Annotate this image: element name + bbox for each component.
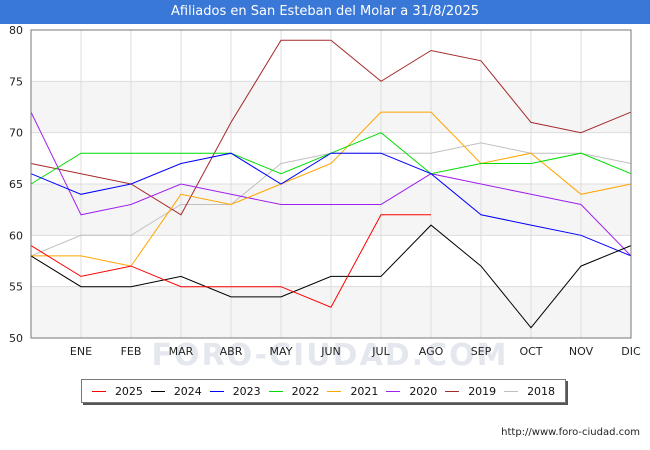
x-tick-label: ABR — [220, 345, 243, 358]
legend-label: 2023 — [232, 384, 261, 398]
legend-swatch — [150, 390, 165, 392]
legend-label: 2021 — [350, 384, 379, 398]
x-tick-label: JUN — [320, 345, 341, 358]
y-tick-label: 75 — [9, 75, 23, 88]
x-tick-label: NOV — [569, 345, 594, 358]
series-line-2020 — [30, 111, 632, 257]
legend-label: 2020 — [409, 384, 438, 398]
legend-swatch — [445, 390, 460, 392]
x-axis-ticks: ENE FEB MAR ABR MAY JUN JUL AGO SEP OCT NOV DIC — [70, 345, 641, 358]
x-tick-label: OCT — [519, 345, 542, 358]
legend: 2025 2024 2023 2022 2021 2020 2019 2018 — [81, 379, 566, 403]
x-tick-label: JUL — [371, 345, 390, 358]
y-tick-label: 65 — [9, 178, 23, 191]
legend-label: 2022 — [291, 384, 320, 398]
y-tick-label: 80 — [9, 24, 23, 37]
series-line-2025 — [30, 214, 431, 308]
legend-label: 2019 — [468, 384, 497, 398]
legend-item-2019: 2019 — [445, 385, 496, 398]
x-tick-label: SEP — [471, 345, 492, 358]
legend-item-2024: 2024 — [150, 384, 202, 398]
y-axis-ticks: 50 55 60 65 70 75 80 — [9, 24, 23, 345]
source-url: http://www.foro-ciudad.com — [501, 427, 640, 438]
legend-swatch — [91, 390, 106, 392]
legend-item-2022: 2022 — [268, 384, 320, 398]
plot-border — [30, 29, 632, 339]
x-tick-label: AGO — [419, 345, 444, 358]
series-line-2023 — [30, 152, 632, 257]
y-tick-label: 60 — [9, 229, 23, 242]
legend-swatch — [268, 390, 283, 392]
series-line-2024 — [30, 224, 632, 329]
legend-swatch — [504, 390, 519, 392]
legend-label: 2018 — [527, 384, 556, 398]
x-tick-label: ENE — [70, 345, 92, 358]
legend-label: 2025 — [114, 384, 143, 398]
legend-item-2025: 2025 — [91, 384, 143, 398]
x-tick-label: MAR — [169, 345, 194, 358]
x-tick-label: FEB — [121, 345, 142, 358]
x-tick-label: DIC — [621, 345, 641, 358]
legend-swatch — [327, 390, 342, 392]
series-lines — [30, 39, 632, 329]
y-tick-label: 55 — [9, 281, 23, 294]
legend-swatch — [386, 390, 401, 392]
watermark-text: FORO-CIUDAD.COM — [152, 338, 509, 373]
legend-item-2023: 2023 — [209, 384, 261, 398]
legend-item-2020: 2020 — [386, 385, 437, 398]
chart-title: Afiliados en San Esteban del Molar a 31/… — [0, 0, 650, 24]
legend-item-2018: 2018 — [504, 385, 555, 398]
y-tick-label: 70 — [9, 127, 23, 140]
legend-label: 2024 — [173, 384, 202, 398]
legend-item-2021: 2021 — [327, 385, 378, 398]
x-tick-label: MAY — [270, 345, 293, 358]
y-tick-label: 50 — [9, 332, 23, 345]
legend-swatch — [209, 390, 224, 392]
